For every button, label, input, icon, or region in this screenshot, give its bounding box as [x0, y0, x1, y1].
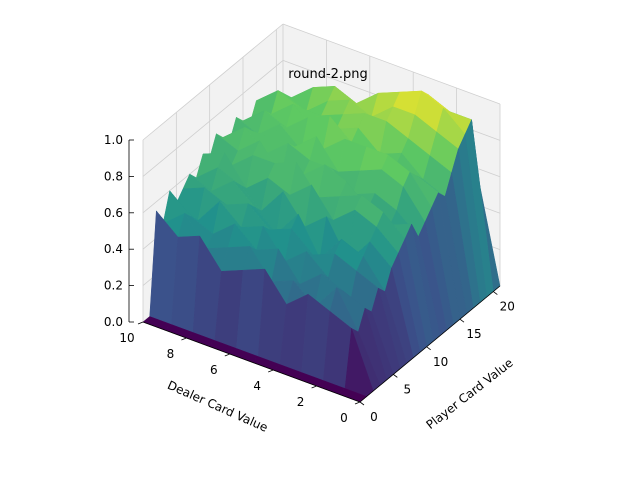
x-tick: [493, 291, 498, 295]
y-tick: [224, 353, 230, 357]
y-tick: [354, 401, 361, 405]
x-tick-label: 20: [500, 300, 515, 314]
grid-line: [142, 60, 284, 177]
x-tick-label: 5: [403, 382, 411, 396]
z-tick-label: 0.6: [104, 206, 123, 220]
z-tick-label: 0.2: [104, 279, 123, 293]
y-axis-line: [142, 321, 361, 403]
y-tick: [137, 321, 144, 325]
x-tick-label: 0: [370, 410, 378, 424]
x-axis-line: [359, 285, 501, 403]
z-tick-label: 0.4: [104, 242, 123, 256]
y-tick-label: 10: [119, 331, 134, 345]
chart-title: round-2.png: [288, 67, 368, 82]
x-tick: [393, 374, 398, 378]
y-tick-label: 4: [253, 379, 261, 393]
y-tick-label: 0: [340, 411, 348, 425]
grid-line: [142, 23, 284, 141]
z-tick-label: 0.0: [104, 315, 123, 329]
z-tick-label: 0.8: [104, 169, 123, 183]
y-tick-label: 8: [167, 347, 175, 361]
x-tick: [359, 401, 365, 406]
grid-line: [282, 23, 501, 105]
y-tick: [181, 337, 187, 341]
y-tick-label: 6: [210, 363, 218, 377]
x-tick-label: 15: [466, 327, 481, 341]
y-tick-label: 2: [297, 395, 305, 409]
y-tick: [268, 369, 274, 373]
x-tick-label: 10: [433, 355, 448, 369]
z-tick-label: 1.0: [104, 133, 123, 147]
x-tick: [459, 318, 465, 323]
x-tick: [426, 346, 431, 351]
y-tick: [311, 385, 317, 389]
